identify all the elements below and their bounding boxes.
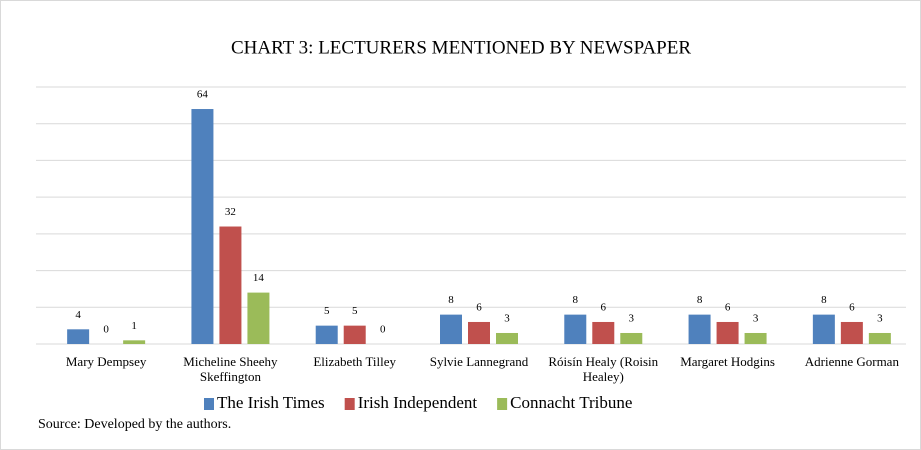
legend-label: The Irish Times [217, 393, 325, 412]
bar [688, 314, 711, 344]
data-label: 0 [380, 324, 386, 336]
data-label: 32 [225, 206, 236, 218]
data-label: 8 [573, 294, 579, 306]
legend-swatch [204, 398, 214, 410]
bar [67, 329, 90, 344]
x-tick-label: Elizabeth Tilley [313, 354, 397, 369]
bar [468, 321, 490, 344]
data-label: 14 [253, 272, 265, 284]
bar [496, 332, 518, 344]
bar [620, 332, 643, 344]
data-label: 8 [448, 294, 454, 306]
x-tick-label: Margaret Hodgins [680, 354, 775, 369]
x-tick-label: Micheline Sheehy Skeffington [183, 354, 278, 384]
bar [564, 314, 587, 344]
data-label: 3 [753, 313, 759, 325]
source-note: Source: Developed by the authors. [38, 417, 232, 432]
bar [744, 332, 767, 344]
chart-title: CHART 3: LECTURERS MENTIONED BY NEWSPAPE… [231, 37, 691, 58]
bar [191, 109, 214, 345]
data-label: 4 [75, 309, 81, 321]
data-label: 8 [697, 294, 703, 306]
data-label: 3 [629, 313, 635, 325]
data-label: 6 [601, 302, 607, 314]
bar [315, 325, 338, 344]
data-label: 5 [324, 305, 330, 317]
legend-label: Connacht Tribune [510, 393, 632, 412]
bar [440, 314, 462, 344]
legend-label: Irish Independent [358, 393, 478, 412]
data-label: 3 [877, 313, 883, 325]
bar [247, 292, 270, 344]
bar [812, 314, 835, 344]
bar [868, 332, 891, 344]
legend-swatch [497, 398, 508, 410]
bar [592, 321, 615, 344]
data-label: 0 [103, 324, 109, 336]
x-tick-label: Sylvie Lannegrand [429, 354, 529, 369]
data-label: 6 [476, 302, 482, 314]
data-label: 8 [821, 294, 827, 306]
bar [343, 325, 366, 344]
data-label: 1 [131, 320, 137, 332]
data-label: 5 [352, 305, 358, 317]
x-tick-label: Róisín Healy (Roisin Healey) [548, 354, 659, 384]
legend-swatch [344, 398, 355, 410]
data-label: 3 [504, 313, 510, 325]
bar [716, 321, 739, 344]
data-label: 64 [197, 89, 209, 101]
data-label: 6 [849, 302, 855, 314]
bar [840, 321, 863, 344]
bar [123, 340, 146, 344]
x-tick-label: Mary Dempsey [65, 354, 147, 369]
bar [219, 226, 242, 344]
x-tick-label: Adrienne Gorman [804, 354, 899, 369]
data-label: 6 [725, 302, 731, 314]
